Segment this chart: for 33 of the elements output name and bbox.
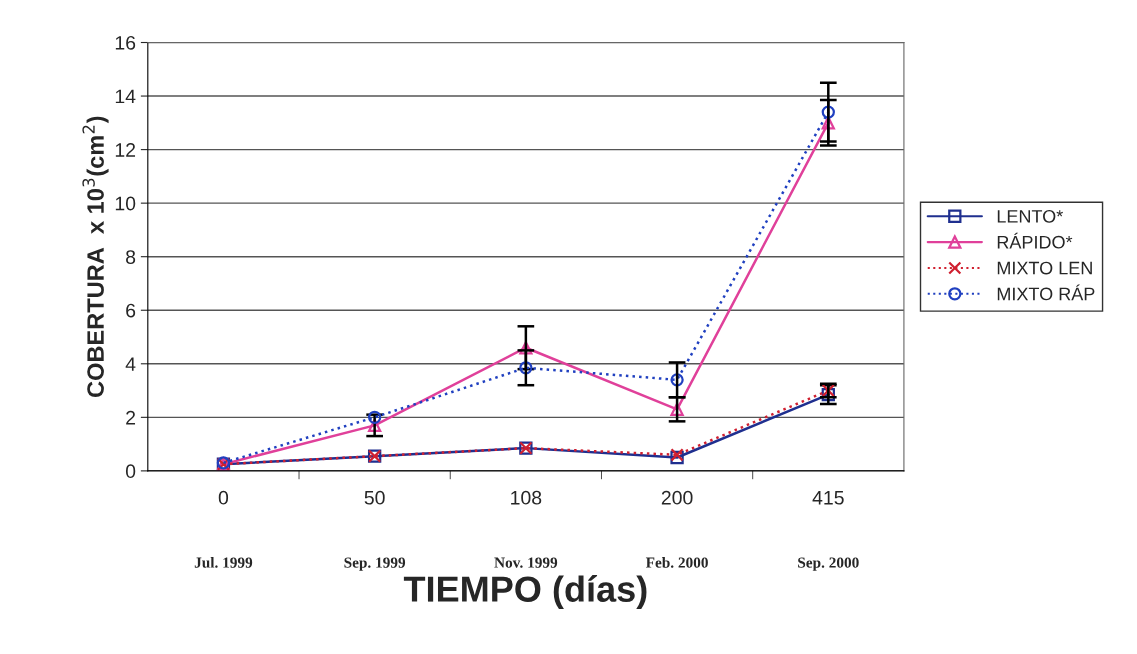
point [821,116,835,130]
legend-label: RÁPIDO* [997,232,1073,249]
x-tick-label: 415 [812,491,844,505]
x-tick-label: 50 [364,490,385,505]
y-tick-label: 0 [125,464,136,479]
text: Jul. 1999 [194,556,253,568]
x-tick-label: 108 [511,490,542,505]
y-tick-label: 12 [115,143,136,157]
x-tick-label: 0 [218,490,229,505]
y-tick-label: 6 [126,303,136,318]
point [670,373,684,387]
text: Nov. 1999 [494,557,558,568]
text: Sep. 1999 [344,557,406,571]
y-tick-label: 4 [125,357,136,371]
text: Sep. 2000 [798,557,859,571]
point [821,387,835,402]
y-axis-title: COBERTURA x 10$^{3}$(cm$^{2}$) [82,116,109,398]
y-tick-label: 10 [115,196,136,211]
point [367,410,382,424]
x-tick-label: 200 [661,490,693,505]
x-axis-title: TIEMPO (días) [403,575,647,610]
text: Feb. 2000 [645,556,708,568]
legend-label: MIXTO LEN [997,261,1092,275]
y-tick-label: 16 [115,35,136,50]
legend-label: MIXTO RÁP [997,284,1095,301]
point [670,402,684,416]
point [519,361,533,375]
legend-label: LENTO* [997,209,1063,223]
y-tick-label: 8 [126,250,136,264]
point [821,105,835,119]
y-tick-label: 14 [115,89,136,104]
y-tick-label: 2 [126,410,136,425]
point [519,341,533,355]
